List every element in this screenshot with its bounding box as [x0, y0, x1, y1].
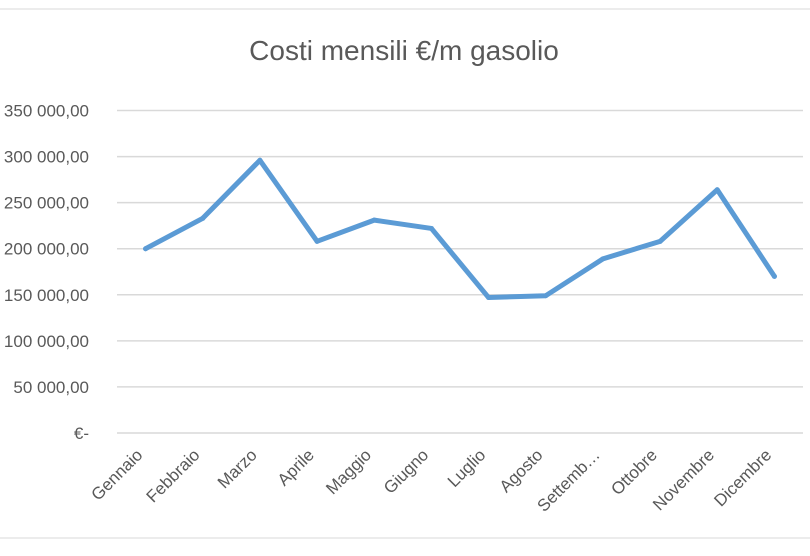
- y-tick-label: 100 000,00: [4, 332, 89, 351]
- x-tick-label: Ottobre: [607, 445, 661, 499]
- series-line: [143, 157, 777, 301]
- data-point: [486, 295, 492, 301]
- x-tick-label: Febbraio: [143, 445, 204, 506]
- x-tick-label: Marzo: [214, 445, 261, 492]
- data-point: [543, 293, 549, 299]
- data-point: [428, 225, 434, 231]
- series-line-layer: [143, 157, 777, 301]
- data-point: [600, 256, 606, 262]
- data-point: [143, 246, 149, 252]
- y-axis-tick-labels: €- 50 000,00 100 000,00 150 000,00 200 000,0…: [4, 102, 89, 444]
- x-tick-label: Agosto: [496, 445, 547, 496]
- chart-title: Costi mensili €/m gasolio: [249, 35, 559, 66]
- data-point: [714, 187, 720, 193]
- y-tick-label: €-: [74, 424, 89, 443]
- data-point: [771, 273, 777, 279]
- data-point: [371, 217, 377, 223]
- x-tick-label: Giugno: [380, 445, 432, 497]
- y-tick-label: 150 000,00: [4, 286, 89, 305]
- x-tick-label: Gennaio: [88, 445, 147, 504]
- x-tick-label: Maggio: [322, 445, 375, 498]
- y-tick-label: 250 000,00: [4, 194, 89, 213]
- data-point: [257, 157, 263, 163]
- data-point: [314, 238, 320, 244]
- gridlines: [117, 109, 803, 434]
- y-tick-label: 300 000,00: [4, 148, 89, 167]
- data-point: [657, 238, 663, 244]
- data-point: [200, 215, 206, 221]
- x-tick-label: Luglio: [444, 445, 490, 491]
- y-tick-label: 50 000,00: [13, 378, 89, 397]
- y-tick-label: 350 000,00: [4, 102, 89, 121]
- x-tick-label: Dicembre: [710, 445, 775, 510]
- x-tick-label: Aprile: [274, 445, 318, 489]
- y-tick-label: 200 000,00: [4, 240, 89, 259]
- x-tick-label: Settemb…: [534, 445, 604, 515]
- x-tick-label: Novembre: [649, 445, 718, 514]
